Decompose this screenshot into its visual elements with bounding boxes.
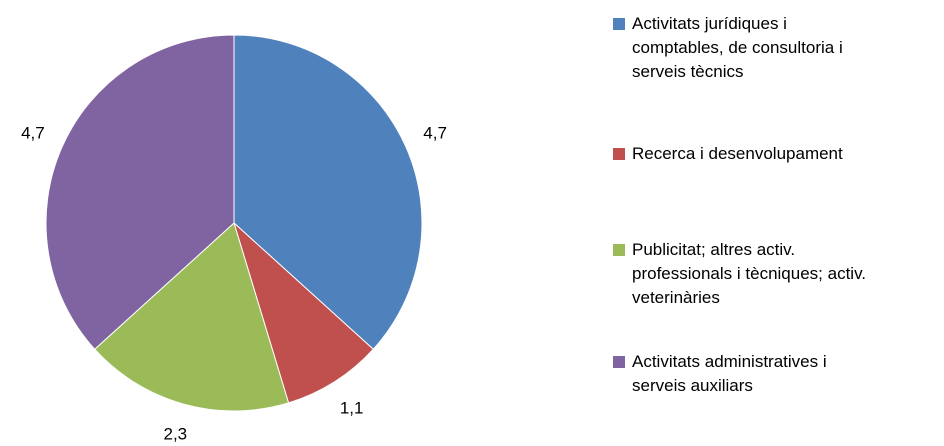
legend-swatch [613, 356, 625, 368]
legend-entry: Publicitat; altres activ. professionals … [613, 238, 883, 310]
data-label: 2,3 [164, 424, 188, 443]
legend-swatch [613, 244, 625, 256]
data-label: 4,7 [423, 123, 447, 142]
legend-entry: Activitats jurídiques i comptables, de c… [613, 12, 883, 84]
pie-slice [232, 221, 375, 404]
data-label: 4,7 [21, 123, 45, 142]
legend-label: Activitats administratives i serveis aux… [632, 352, 827, 395]
pie-slice [93, 222, 290, 412]
legend-entry: Recerca i desenvolupament [613, 142, 883, 166]
legend-entry: Activitats administratives i serveis aux… [613, 350, 883, 398]
legend-label: Publicitat; altres activ. professionals … [632, 240, 867, 307]
data-label: 1,1 [340, 398, 364, 417]
legend-label: Recerca i desenvolupament [632, 144, 843, 163]
legend-label: Activitats jurídiques i comptables, de c… [632, 14, 843, 81]
legend-swatch [613, 18, 625, 30]
pie-slice [45, 34, 235, 350]
legend-swatch [613, 148, 625, 160]
pie-slice [233, 34, 423, 350]
